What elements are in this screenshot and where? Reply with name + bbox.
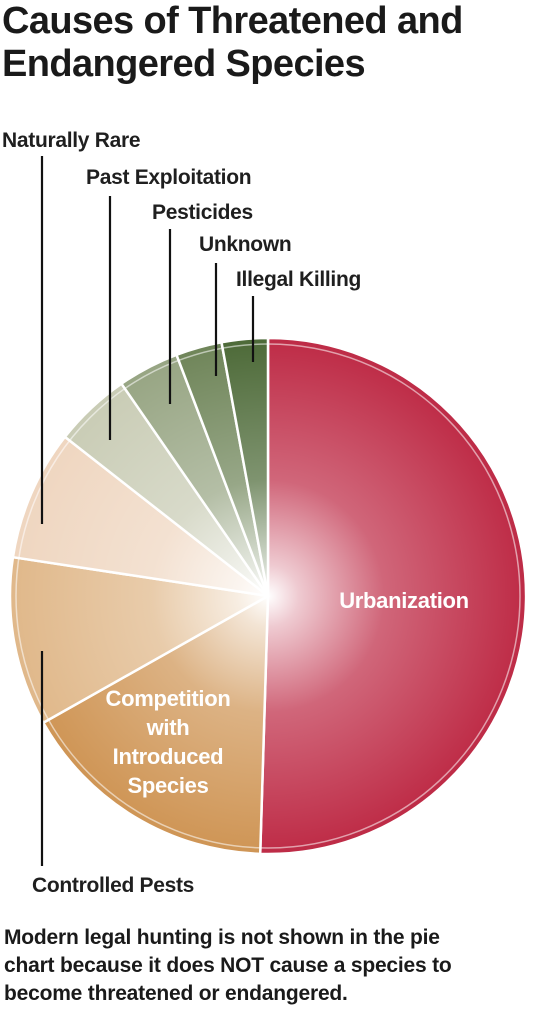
slice-label-controlled-pests-line-1: Controlled Pests <box>32 874 194 897</box>
slice-label-urbanization-line-1: Urbanization <box>339 588 469 613</box>
pie-labels: Urbanization Competition with Introduced Spe… <box>2 129 469 897</box>
slice-label-pesticides: Pesticides <box>152 201 253 224</box>
slice-label-naturally-rare: Naturally Rare <box>2 129 140 152</box>
chart-title-line-2: Endangered Species <box>2 43 366 85</box>
slice-label-illegal-killing-line-1: Illegal Killing <box>236 268 361 291</box>
footnote: Modern legal hunting is not shown in the… <box>4 924 532 1008</box>
footnote-line-3: become threatened or endangered. <box>4 982 348 1005</box>
slice-label-competition-with-introduced-species-line-1: Competition <box>105 686 230 711</box>
slice-label-unknown-line-1: Unknown <box>199 233 291 256</box>
slice-label-illegal-killing: Illegal Killing <box>236 268 361 291</box>
footnote-line-2: chart because it does NOT cause a specie… <box>4 954 452 977</box>
slice-label-competition-with-introduced-species: Competition with Introduced Species <box>105 686 230 798</box>
slice-label-naturally-rare-line-1: Naturally Rare <box>2 129 140 152</box>
slice-label-competition-with-introduced-species-line-4: Species <box>127 773 208 798</box>
slice-label-past-exploitation-line-1: Past Exploitation <box>86 166 251 189</box>
slice-label-pesticides-line-1: Pesticides <box>152 201 253 224</box>
pie-chart: Urbanization Competition with Introduced Spe… <box>2 129 528 897</box>
chart-title: Causes of Threatened and Endangered Spec… <box>2 0 532 86</box>
slice-label-controlled-pests: Controlled Pests <box>32 874 194 897</box>
footnote-line-1: Modern legal hunting is not shown in the… <box>4 926 440 949</box>
pie-leader-lines <box>40 156 255 866</box>
slice-label-past-exploitation: Past Exploitation <box>86 166 251 189</box>
slice-label-competition-with-introduced-species-line-2: with <box>146 715 190 740</box>
chart-title-line-1: Causes of Threatened and <box>2 0 463 42</box>
slice-label-competition-with-introduced-species-line-3: Introduced <box>113 744 224 769</box>
slice-label-unknown: Unknown <box>199 233 291 256</box>
slice-label-urbanization: Urbanization <box>339 588 469 613</box>
